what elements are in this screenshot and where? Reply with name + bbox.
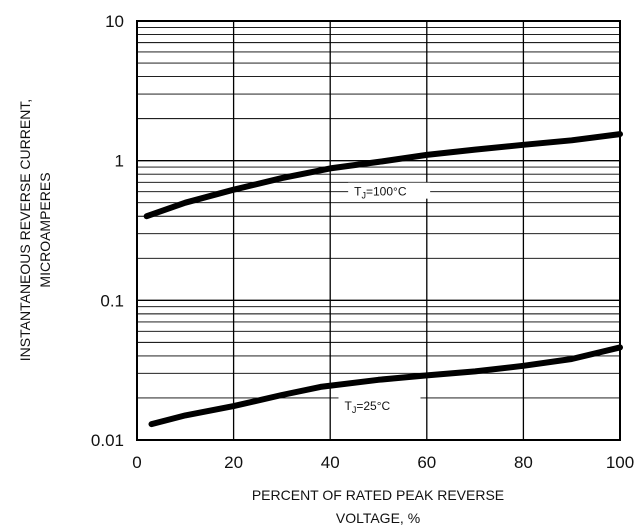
y-tick-label: 1 [115, 152, 124, 171]
x-tick-label: 0 [132, 453, 141, 472]
series-labels: TJ=100°C TJ=25°C [338, 182, 431, 415]
x-tick-label: 20 [224, 453, 243, 472]
series-line-1 [148, 344, 623, 428]
y-tick-label: 10 [105, 12, 124, 31]
series-group [143, 131, 623, 428]
series-label-bg-0 [348, 182, 431, 199]
y-axis-label-line1: INSTANTANEOUS REVERSE CURRENT, [17, 99, 33, 361]
tick-labels: 0 20 40 60 80 100 0.01 0.1 1 10 [91, 12, 634, 472]
y-axis-label-line2: MICROAMPERES [37, 172, 53, 287]
x-tick-label: 80 [514, 453, 533, 472]
y-tick-label: 0.1 [100, 291, 124, 310]
x-axis-label-line2: VOLTAGE, % [336, 510, 420, 526]
x-tick-label: 100 [606, 453, 634, 472]
x-tick-label: 60 [417, 453, 436, 472]
series-line-0 [143, 131, 623, 220]
series-label-0: TJ=100°C [354, 185, 407, 201]
y-tick-label: 0.01 [91, 431, 124, 450]
x-tick-label: 40 [321, 453, 340, 472]
x-axis-label-line1: PERCENT OF RATED PEAK REVERSE [252, 487, 504, 503]
series-label-bg-1 [338, 397, 421, 414]
series-label-1: TJ=25°C [345, 399, 391, 415]
plot-frame [136, 20, 621, 441]
